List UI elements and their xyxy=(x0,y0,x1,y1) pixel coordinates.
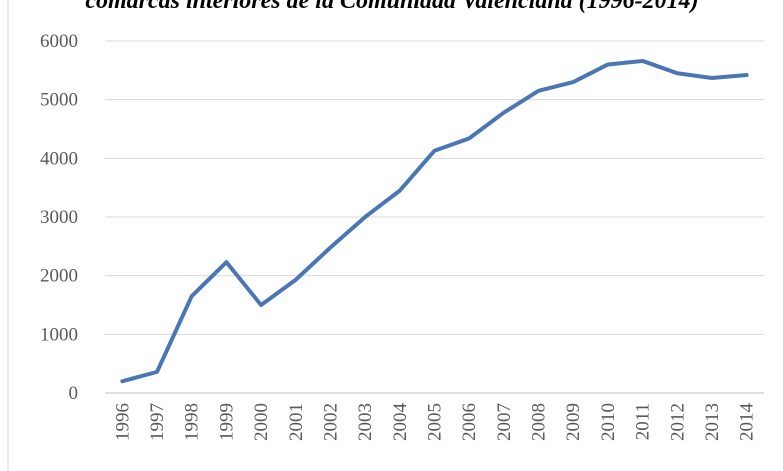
x-tick-label: 2000 xyxy=(251,403,272,441)
x-tick-label: 2003 xyxy=(355,403,376,441)
x-tick-label: 2012 xyxy=(667,403,688,441)
y-tick-label: 2000 xyxy=(40,266,78,287)
x-tick-label: 2009 xyxy=(563,403,584,441)
chart-title: comarcas interiores de la Comunidad Vale… xyxy=(85,0,698,14)
y-tick-label: 1000 xyxy=(40,324,78,345)
x-tick-label: 1997 xyxy=(147,403,168,441)
x-tick-label: 1998 xyxy=(182,403,203,441)
x-tick-label: 2002 xyxy=(320,403,341,441)
x-tick-label: 2008 xyxy=(529,403,550,441)
y-tick-label: 4000 xyxy=(40,148,78,169)
y-tick-label: 6000 xyxy=(40,31,78,52)
x-tick-label: 2007 xyxy=(494,403,515,441)
y-tick-label: 0 xyxy=(69,383,79,404)
x-tick-label: 2010 xyxy=(598,403,619,441)
x-tick-label: 1996 xyxy=(112,403,133,441)
x-tick-label: 2011 xyxy=(633,403,654,440)
x-tick-label: 2014 xyxy=(737,403,758,442)
x-tick-label: 2004 xyxy=(390,403,411,442)
y-tick-label: 3000 xyxy=(40,207,78,228)
x-tick-label: 2006 xyxy=(459,403,480,441)
x-tick-label: 2005 xyxy=(425,403,446,441)
x-tick-label: 2001 xyxy=(286,403,307,441)
x-tick-label: 1999 xyxy=(216,403,237,441)
x-tick-label: 2013 xyxy=(702,403,723,441)
y-tick-label: 5000 xyxy=(40,90,78,111)
data-line xyxy=(120,58,749,384)
